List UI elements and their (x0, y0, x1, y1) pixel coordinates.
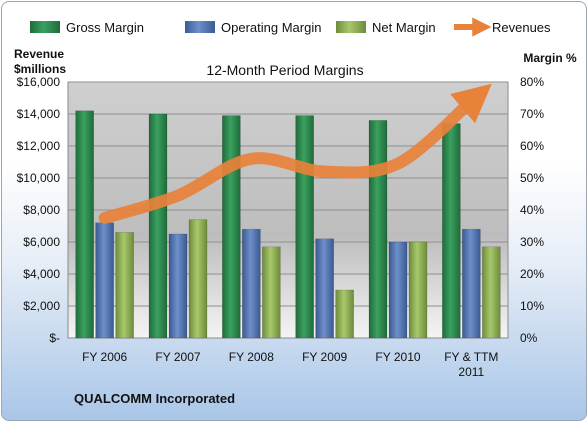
company-label: QUALCOMM Incorporated (74, 391, 235, 406)
y-left-tick-label: $- (49, 331, 60, 345)
y-right-label: Margin % (523, 51, 577, 65)
x-tick-label: FY 2010 (375, 350, 420, 364)
bar-operating-margin (388, 241, 408, 339)
x-ticks: FY 2006 FY 2007 FY 2008 FY 2009 FY 2010 FY & … (82, 350, 498, 379)
y-left-ticks: $- $2,000 $4,000 $6,000 $8,000 $10,000 $12,000… (17, 75, 61, 345)
y-left-tick-label: $16,000 (17, 75, 61, 89)
legend-swatch-gross (30, 21, 60, 33)
y-right-tick-label: 30% (520, 235, 544, 249)
y-right-tick-label: 50% (520, 171, 544, 185)
y-left-tick-label: $12,000 (17, 139, 61, 153)
y-right-tick-label: 20% (520, 267, 544, 281)
legend-item-revenues: Revenues (454, 17, 551, 37)
legend-label-net: Net Margin (372, 20, 436, 35)
bar-gross-margin (148, 113, 168, 339)
y-left-tick-label: $8,000 (23, 203, 60, 217)
chart-title: 12-Month Period Margins (206, 62, 363, 78)
y-left-label-line2: $millions (14, 62, 66, 76)
y-left-tick-label: $2,000 (23, 299, 60, 313)
bar-net-margin (408, 241, 428, 339)
x-tick-label: FY & TTM 2011 (444, 350, 498, 379)
y-left-label-line1: Revenue (14, 47, 64, 61)
bar-gross-margin (295, 115, 314, 339)
x-tick-label: FY 2008 (229, 350, 274, 364)
y-right-tick-label: 70% (520, 107, 544, 121)
bar-net-margin (335, 289, 354, 339)
bar-operating-margin (315, 238, 334, 339)
x-tick-label: FY 2009 (302, 350, 347, 364)
bar-gross-margin (75, 110, 94, 339)
y-right-ticks: 0% 10% 20% 30% 40% 50% 60% 70% 80% (520, 75, 544, 345)
revenues-line (98, 83, 492, 224)
legend-swatch-net (336, 21, 366, 33)
legend-swatch-operating (185, 21, 215, 33)
bar-operating-margin (168, 233, 188, 339)
x-tick-label: FY 2006 (82, 350, 127, 364)
y-right-tick-label: 10% (520, 299, 544, 313)
y-left-tick-label: $6,000 (23, 235, 60, 249)
bar-net-margin (115, 232, 134, 339)
y-left-tick-label: $10,000 (17, 171, 61, 185)
legend-item-operating: Operating Margin (185, 20, 321, 35)
bar-net-margin (262, 246, 281, 339)
bar-operating-margin (95, 222, 114, 339)
legend-item-net: Net Margin (336, 20, 436, 35)
revenue-line-layer (98, 83, 492, 224)
y-right-tick-label: 60% (520, 139, 544, 153)
legend: Gross Margin Operating Margin Net Margin… (30, 17, 551, 37)
bar-net-margin (482, 246, 501, 339)
y-right-tick-label: 80% (520, 75, 544, 89)
bar-net-margin (188, 219, 208, 339)
legend-item-gross: Gross Margin (30, 20, 144, 35)
bar-gross-margin (222, 115, 241, 339)
y-right-tick-label: 0% (520, 331, 538, 345)
bar-operating-margin (242, 228, 261, 339)
bar-gross-margin (368, 120, 388, 339)
bar-gross-margin (442, 123, 461, 339)
y-left-tick-label: $4,000 (23, 267, 60, 281)
y-right-tick-label: 40% (520, 203, 544, 217)
y-left-tick-label: $14,000 (17, 107, 61, 121)
x-tick-label: FY 2007 (155, 350, 200, 364)
bar-operating-margin (462, 228, 481, 339)
legend-label-gross: Gross Margin (66, 20, 144, 35)
legend-label-operating: Operating Margin (221, 20, 321, 35)
legend-label-revenues: Revenues (492, 20, 551, 35)
